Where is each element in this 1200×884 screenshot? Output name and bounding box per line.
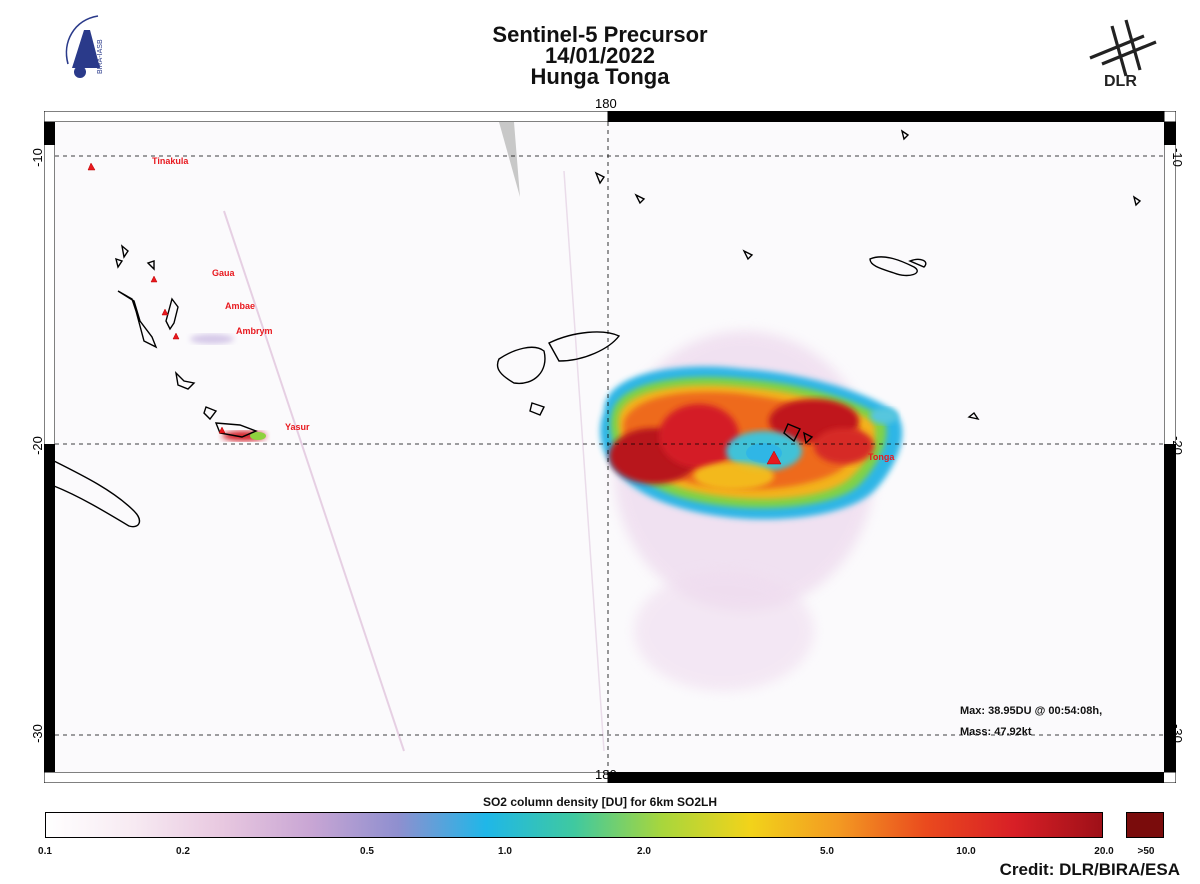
tonga-islet-coast: [803, 431, 814, 445]
volcano-marker-ambrym: [172, 332, 180, 340]
new-caledonia-coast: [53, 460, 141, 528]
volcano-markers: [87, 162, 782, 465]
vanuatu-north-coast: [117, 290, 158, 349]
tokelau-coast: [900, 129, 910, 141]
niue-coast: [967, 411, 980, 421]
frame-bottom-left: [44, 771, 609, 783]
banks-islands-coast: [146, 260, 155, 271]
lat-label-right-20: -20: [1169, 436, 1185, 455]
colorbar-label-over-50: >50: [1137, 846, 1155, 857]
bira-iasb-logo: BIRA-IASB: [60, 12, 120, 84]
volcano-marker-hunga-tonga: [766, 450, 782, 465]
lat-label-right-30: -30: [1169, 724, 1185, 743]
swath-stripe-1: [223, 210, 405, 752]
so2-plume: [600, 331, 903, 691]
frame-left-dark-top: [44, 122, 55, 145]
frame-top-left: [44, 111, 609, 123]
credit-text: Credit: DLR/BIRA/ESA: [999, 860, 1180, 879]
volcano-marker-gaua: [150, 275, 158, 283]
max-value-text: Max: 38.95DU @ 00:54:08h,: [960, 705, 1103, 717]
mass-value-text: Mass: 47.92kt: [960, 726, 1032, 738]
kadavu-coast: [529, 402, 545, 416]
colorbar-label-10.0: 10.0: [956, 846, 976, 857]
colorbar-title: SO2 column density [DU] for 6km SO2LH: [482, 795, 718, 809]
dlr-logo-text: DLR: [1104, 73, 1137, 90]
coastlines: [53, 129, 1142, 528]
colorbar: [45, 812, 1103, 838]
colorbar-label-2.0: 2.0: [637, 846, 651, 857]
swath-gap: [499, 122, 520, 197]
colorbar-label-0.5: 0.5: [360, 846, 374, 857]
title-event: Hunga Tonga: [530, 64, 670, 89]
tuvalu-coast-2: [634, 193, 646, 205]
viti-levu-coast: [496, 346, 546, 385]
tanna-coast: [214, 422, 258, 438]
map-title: Sentinel-5 Precursor 14/01/2022 Hunga To…: [0, 22, 1200, 89]
santa-cruz-coast-2: [115, 257, 124, 269]
lat-label-left-10: -10: [29, 148, 45, 167]
so2-map: [44, 111, 1176, 783]
volcano-marker-ambae: [161, 308, 169, 316]
wallis-coast: [742, 249, 754, 261]
tuvalu-coast-1: [594, 171, 606, 185]
colorbar-label-20.0: 20.0: [1094, 846, 1114, 857]
colorbar-label-0.2: 0.2: [176, 846, 190, 857]
volcano-label-yasur: Yasur: [285, 422, 310, 432]
title-satellite: Sentinel-5 Precursor: [492, 22, 708, 47]
frame-right-dark-bottom: [1164, 444, 1176, 772]
lat-label-left-20: -20: [29, 436, 45, 455]
samoa-coast-1: [869, 256, 918, 277]
volcano-label-tinakula: Tinakula: [152, 156, 189, 166]
colorbar-label-0.1: 0.1: [38, 846, 52, 857]
frame-top-right: [608, 111, 1164, 122]
lon-label-bottom: 180: [595, 767, 617, 782]
yasur-plume-tail: [250, 432, 266, 440]
swath-stripe-2: [563, 170, 605, 752]
vanuatu-east-coast: [165, 297, 179, 331]
santa-cruz-coast-1: [120, 244, 129, 259]
frame-corner-tr: [1163, 111, 1176, 123]
colorbar-label-1.0: 1.0: [498, 846, 512, 857]
volcano-label-tonga: Tonga: [868, 452, 895, 462]
tongatapu-coast: [783, 423, 801, 443]
volcano-label-ambrym: Ambrym: [236, 326, 273, 336]
erromango-coast: [203, 406, 218, 421]
lon-label-top: 180: [595, 96, 617, 111]
frame-right-dark-top: [1164, 122, 1176, 145]
volcano-marker-yasur: [218, 426, 226, 434]
colorbar-overflow-box: [1126, 812, 1164, 838]
lat-label-right-10: -10: [1169, 148, 1185, 167]
title-date: 14/01/2022: [544, 43, 656, 68]
volcano-marker-tinakula: [87, 162, 96, 171]
ambrym-plume: [190, 334, 234, 344]
colorbar-label-5.0: 5.0: [820, 846, 834, 857]
bira-logo-text: BIRA-IASB: [97, 39, 104, 74]
frame-left-dark-bottom: [44, 444, 55, 772]
volcano-label-ambae: Ambae: [225, 301, 256, 311]
frame-bottom-right: [608, 772, 1164, 783]
graticule: [55, 122, 1164, 772]
dlr-logo: DLR: [1082, 16, 1162, 90]
lat-label-left-30: -30: [29, 724, 45, 743]
vanua-levu-coast: [548, 331, 621, 362]
efate-coast: [174, 370, 196, 390]
volcano-label-gaua: Gaua: [212, 268, 235, 278]
samoa-coast-2: [908, 258, 927, 268]
swains-coast: [1132, 195, 1142, 207]
